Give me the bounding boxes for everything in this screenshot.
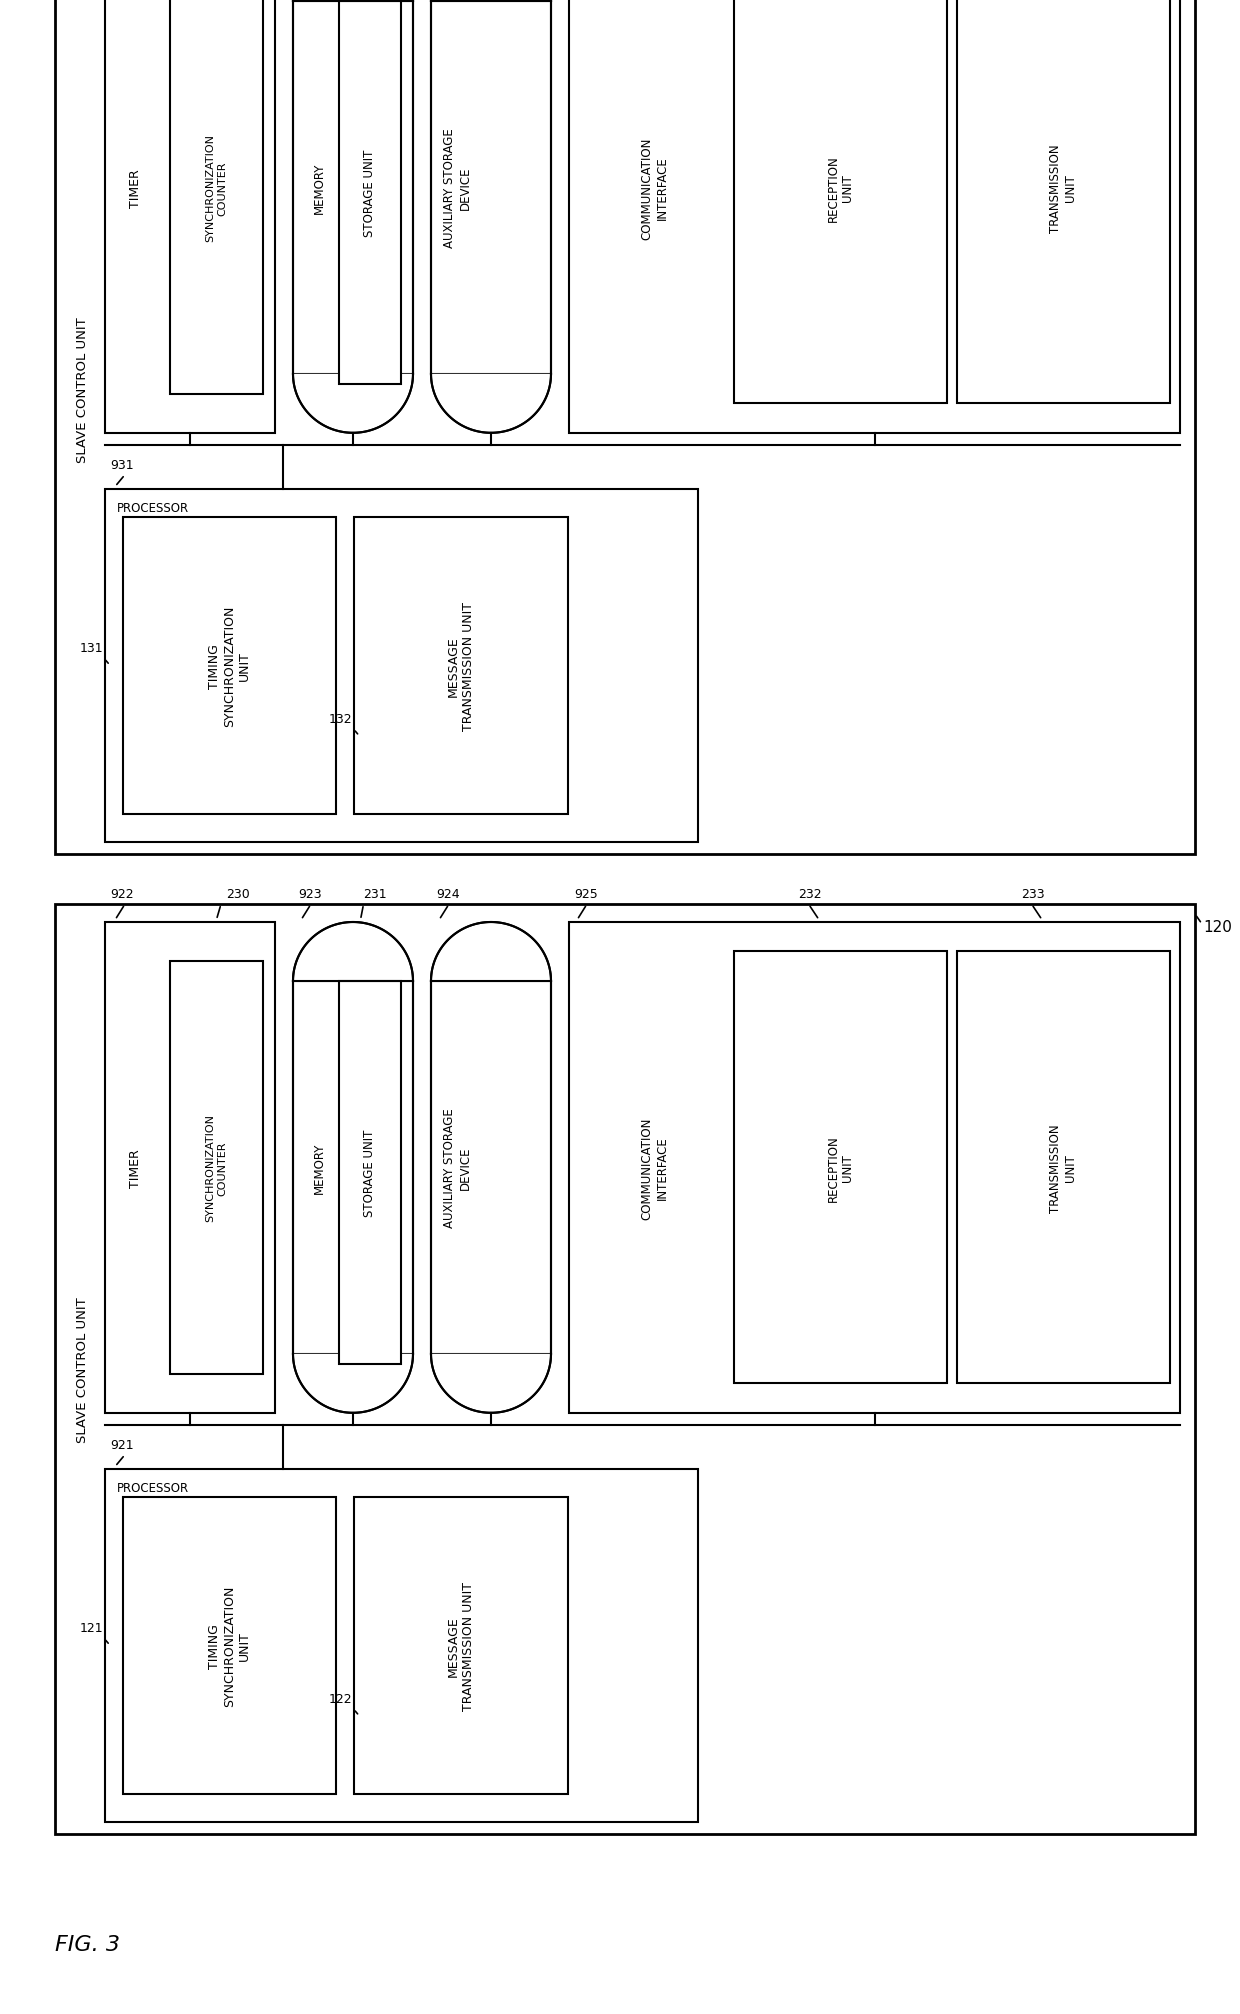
- Bar: [170, 0, 263, 395]
- Text: STORAGE UNIT: STORAGE UNIT: [363, 149, 376, 238]
- Bar: [55, 0, 1195, 854]
- Bar: [105, 922, 275, 1414]
- Text: MESSAGE
TRANSMISSION UNIT: MESSAGE TRANSMISSION UNIT: [448, 602, 475, 731]
- Bar: [123, 1496, 336, 1794]
- Text: 230: 230: [226, 888, 249, 900]
- Bar: [957, 0, 1171, 405]
- Text: 231: 231: [363, 888, 387, 900]
- Bar: [432, 2, 551, 375]
- Text: TIMING
SYNCHRONIZATION
UNIT: TIMING SYNCHRONIZATION UNIT: [208, 606, 252, 727]
- Bar: [105, 489, 698, 842]
- Bar: [339, 2, 401, 385]
- Bar: [569, 0, 1180, 433]
- Text: TRANSMISSION
UNIT: TRANSMISSION UNIT: [1049, 145, 1078, 232]
- Bar: [734, 0, 947, 405]
- Text: AUXILIARY STORAGE
DEVICE: AUXILIARY STORAGE DEVICE: [444, 129, 471, 248]
- Text: MEMORY: MEMORY: [312, 163, 326, 213]
- Text: 921: 921: [110, 1438, 134, 1450]
- Text: 233: 233: [1021, 888, 1044, 900]
- Text: 232: 232: [797, 888, 821, 900]
- Bar: [569, 922, 1180, 1414]
- Text: SLAVE CONTROL UNIT: SLAVE CONTROL UNIT: [77, 1297, 89, 1442]
- Text: 121: 121: [79, 1621, 103, 1633]
- Text: TIMING
SYNCHRONIZATION
UNIT: TIMING SYNCHRONIZATION UNIT: [208, 1585, 252, 1706]
- Bar: [355, 518, 568, 814]
- Text: STORAGE UNIT: STORAGE UNIT: [363, 1130, 376, 1216]
- Text: 923: 923: [298, 888, 321, 900]
- Text: 924: 924: [436, 888, 460, 900]
- Bar: [355, 1496, 568, 1794]
- Bar: [339, 981, 401, 1363]
- Text: 132: 132: [329, 713, 352, 725]
- Text: 120: 120: [1203, 920, 1231, 934]
- Text: 922: 922: [110, 888, 134, 900]
- Text: SLAVE CONTROL UNIT: SLAVE CONTROL UNIT: [77, 316, 89, 463]
- Bar: [432, 981, 551, 1353]
- Text: RECEPTION
UNIT: RECEPTION UNIT: [827, 155, 854, 222]
- Bar: [105, 1468, 698, 1823]
- Text: MEMORY: MEMORY: [312, 1142, 326, 1194]
- Text: COMMUNICATION
INTERFACE: COMMUNICATION INTERFACE: [641, 137, 668, 240]
- Text: COMMUNICATION
INTERFACE: COMMUNICATION INTERFACE: [641, 1116, 668, 1218]
- Bar: [293, 981, 413, 1353]
- Text: TIMER: TIMER: [129, 1148, 143, 1186]
- Bar: [957, 953, 1171, 1384]
- Text: AUXILIARY STORAGE
DEVICE: AUXILIARY STORAGE DEVICE: [444, 1108, 471, 1229]
- Text: FIG. 3: FIG. 3: [55, 1933, 120, 1954]
- Text: PROCESSOR: PROCESSOR: [117, 1480, 190, 1494]
- Bar: [734, 953, 947, 1384]
- Text: 131: 131: [79, 642, 103, 655]
- Text: 931: 931: [110, 459, 134, 471]
- Bar: [170, 963, 263, 1374]
- Text: TRANSMISSION
UNIT: TRANSMISSION UNIT: [1049, 1124, 1078, 1212]
- Text: 122: 122: [329, 1692, 352, 1706]
- Text: TIMER: TIMER: [129, 169, 143, 207]
- Text: RECEPTION
UNIT: RECEPTION UNIT: [827, 1134, 854, 1200]
- Bar: [105, 0, 275, 433]
- Text: SYNCHRONIZATION
COUNTER: SYNCHRONIZATION COUNTER: [206, 1114, 227, 1222]
- Bar: [55, 904, 1195, 1835]
- Text: MESSAGE
TRANSMISSION UNIT: MESSAGE TRANSMISSION UNIT: [448, 1581, 475, 1710]
- Bar: [293, 2, 413, 375]
- Text: PROCESSOR: PROCESSOR: [117, 501, 190, 514]
- Bar: [123, 518, 336, 814]
- Text: 925: 925: [574, 888, 598, 900]
- Text: SYNCHRONIZATION
COUNTER: SYNCHRONIZATION COUNTER: [206, 135, 227, 242]
